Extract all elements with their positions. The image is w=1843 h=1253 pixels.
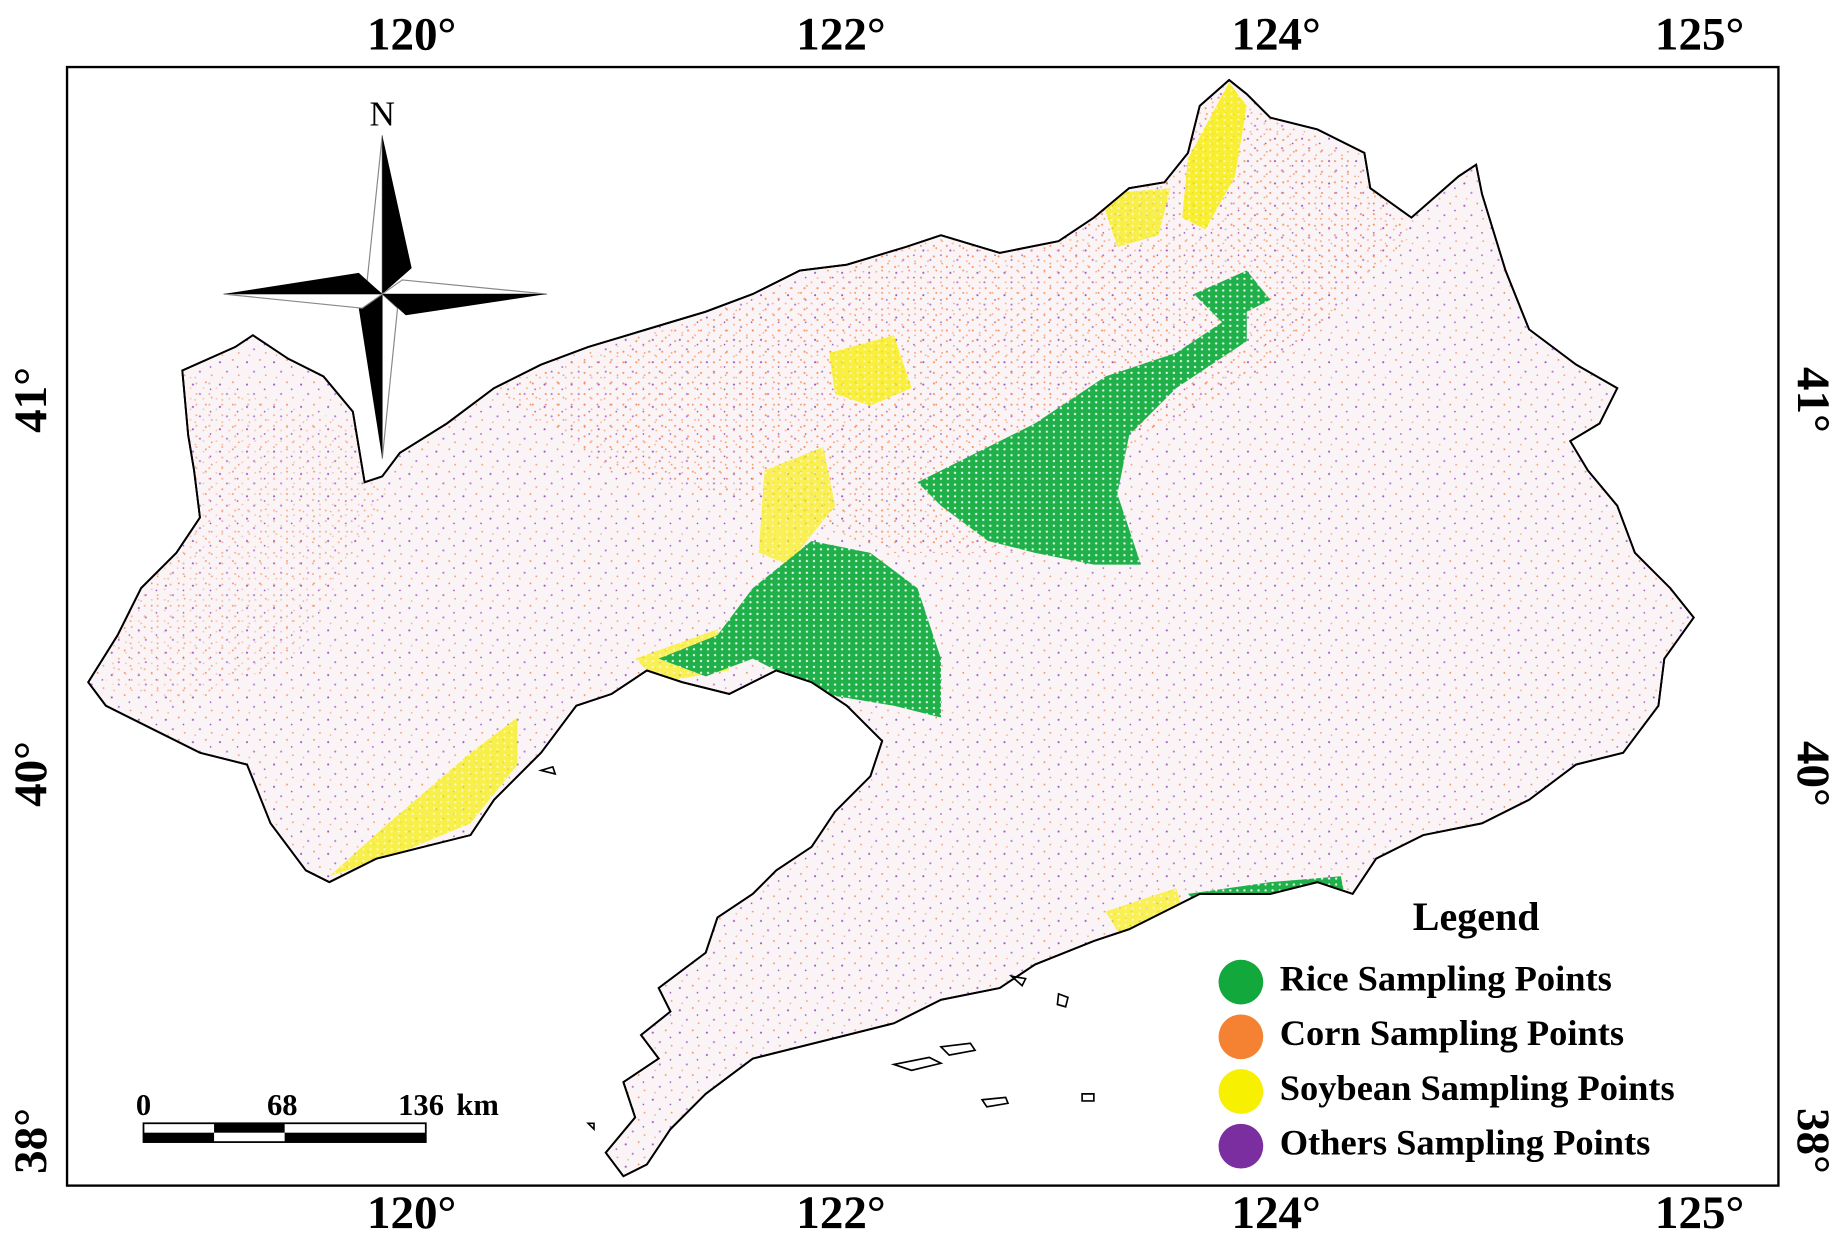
compass-label: N (370, 95, 395, 134)
graticule-labels: 120° 120° 122° 122° 124° 124° 125° 125° 41° 41° 40… (5, 9, 1839, 1240)
right-label: 40° (1787, 741, 1839, 807)
soy-area (329, 717, 518, 877)
top-label: 124° (1231, 9, 1320, 61)
scale-bar: 0 68 136 km (136, 1088, 499, 1143)
soy-area (1099, 188, 1171, 248)
islands (537, 765, 1095, 1132)
left-label: 40° (5, 741, 57, 807)
soy-area (758, 446, 836, 565)
bottom-label: 125° (1655, 1187, 1744, 1239)
left-label: 41° (5, 367, 57, 433)
scale-tick: 136 (398, 1088, 444, 1122)
right-label: 41° (1787, 367, 1839, 433)
rice-area (917, 305, 1247, 565)
right-label: 38° (1787, 1108, 1839, 1174)
legend-title: Legend (1413, 894, 1540, 939)
scale-tick: 0 (136, 1088, 151, 1122)
province-border (87, 78, 1695, 1178)
scale-tick: 68 (267, 1088, 298, 1122)
soy-area (829, 335, 912, 406)
legend-swatch (1218, 1069, 1264, 1114)
legend-label: Soybean Sampling Points (1280, 1068, 1675, 1108)
scale-unit: km (456, 1088, 498, 1122)
compass: N (223, 95, 547, 459)
rice-area (1193, 270, 1271, 324)
legend-label: Corn Sampling Points (1280, 1013, 1624, 1053)
soy-area (1182, 82, 1247, 230)
legend-swatch (1218, 1014, 1264, 1060)
bottom-label: 120° (367, 1187, 456, 1239)
legend-label: Others Sampling Points (1280, 1123, 1651, 1163)
legend: Legend Rice Sampling Points Corn Sampling… (1218, 894, 1675, 1169)
top-label: 120° (367, 9, 456, 61)
legend-swatch (1218, 959, 1264, 1005)
rice-area (658, 541, 941, 718)
bottom-label: 122° (796, 1187, 885, 1239)
corn-area (494, 94, 1412, 553)
legend-label: Rice Sampling Points (1280, 959, 1612, 999)
left-label: 38° (5, 1108, 57, 1174)
map-content: N 0 68 136 km Legend Rice Sampling Point… (5, 9, 1839, 1240)
top-label: 125° (1655, 9, 1744, 61)
legend-swatch (1218, 1123, 1264, 1169)
top-label: 122° (796, 9, 885, 61)
bottom-label: 124° (1231, 1187, 1320, 1239)
